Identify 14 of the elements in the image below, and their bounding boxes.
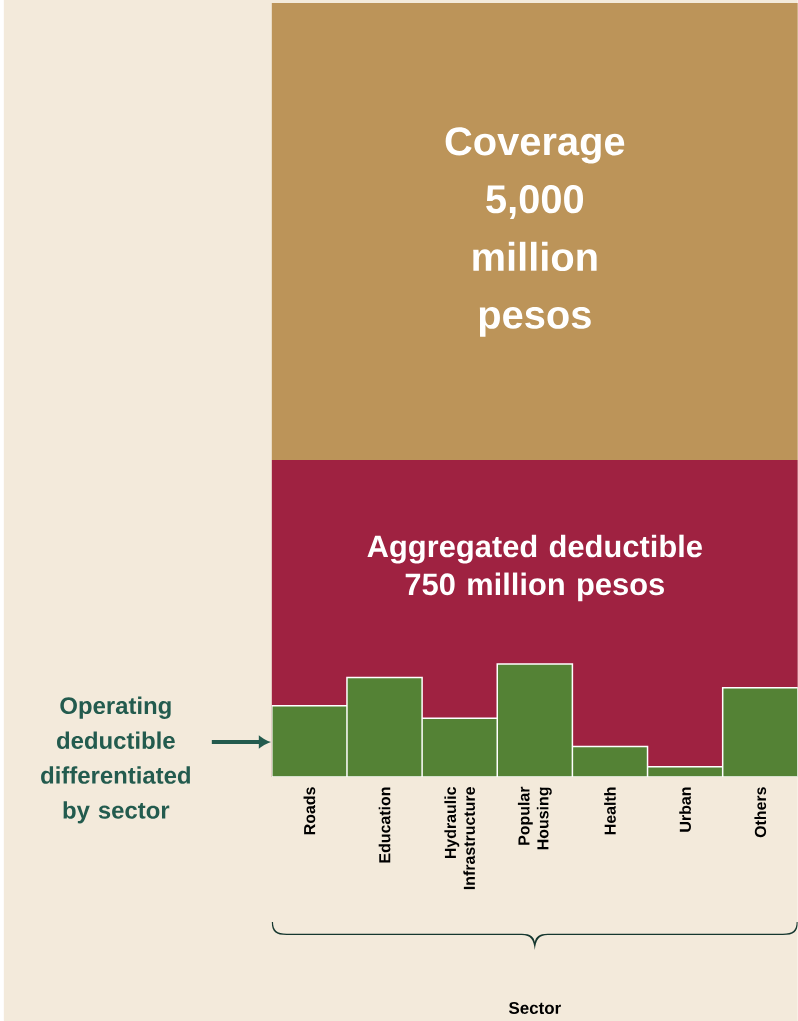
x-tick-label: Others bbox=[754, 787, 767, 838]
bar bbox=[422, 718, 498, 778]
text: Operating deductible differentiated by sector bbox=[41, 696, 191, 824]
text: Aggregated deductible 750 million pesos bbox=[367, 534, 703, 602]
x-tick-label: Roads bbox=[303, 787, 316, 835]
bar bbox=[347, 677, 423, 778]
x-tick-label: Health bbox=[604, 787, 616, 835]
x-tick-label: Education bbox=[378, 787, 391, 863]
x-tick-label: Popular Housing bbox=[517, 786, 552, 850]
text: Sector bbox=[509, 1002, 561, 1015]
x-tick-label: Urban bbox=[679, 787, 692, 832]
text: Coverage 5,000 million pesos bbox=[445, 127, 625, 337]
x-tick-label: Hydraulic Infrastructure bbox=[444, 787, 476, 890]
bar bbox=[271, 705, 348, 778]
